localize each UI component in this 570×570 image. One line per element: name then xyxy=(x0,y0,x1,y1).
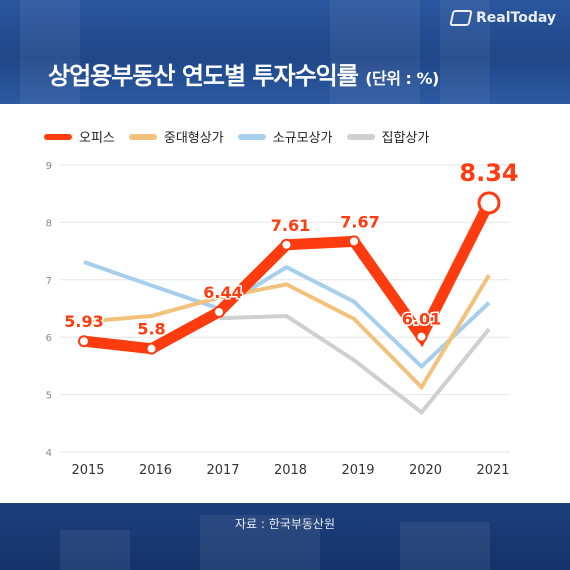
x-tick-label: 2020 xyxy=(409,463,442,478)
brand-mark-icon xyxy=(449,10,473,26)
x-tick-label: 2018 xyxy=(274,463,307,478)
series-line-small-store xyxy=(83,260,491,370)
data-point-office xyxy=(145,342,158,355)
footer-banner: 자료 : 한국부동산원 xyxy=(0,503,570,570)
legend-item-small-store: 소규모상가 xyxy=(237,127,333,146)
chart-title-text: 상업용부동산 연도별 투자수익률 xyxy=(48,62,359,90)
data-label-office: 7.67 xyxy=(340,212,379,231)
x-tick-label: 2021 xyxy=(476,463,509,478)
legend-label: 소규모상가 xyxy=(272,131,333,146)
data-label-office: 7.61 xyxy=(271,216,310,235)
data-label-office: 8.34 xyxy=(459,159,518,187)
data-point-office xyxy=(78,335,90,348)
legend-swatch xyxy=(346,133,375,140)
building-decoration xyxy=(20,0,80,104)
legend-item-collective-store: 집합상가 xyxy=(346,127,430,146)
data-label-office: 5.8 xyxy=(137,320,165,339)
legend-label: 오피스 xyxy=(79,131,115,146)
y-tick-label: 7 xyxy=(46,276,52,287)
legend-swatch xyxy=(237,133,266,140)
legend-label: 집합상가 xyxy=(381,131,430,146)
chart-title: 상업용부동산 연도별 투자수익률 (단위 : %) xyxy=(48,56,439,91)
legend-swatch xyxy=(44,133,72,140)
data-point-office xyxy=(348,235,360,248)
legend-label: 중대형상가 xyxy=(163,131,224,146)
building-decoration xyxy=(330,0,420,104)
line-chart: 4 5 6 7 8 9 2015 2016 2017 2018 2019 2020 2021 5.93 5.… xyxy=(46,157,520,478)
building-decoration xyxy=(60,530,130,570)
x-tick-label: 2015 xyxy=(71,463,104,478)
building-decoration xyxy=(400,522,490,570)
data-point-office xyxy=(477,191,501,215)
series-line-mid-large-store xyxy=(83,274,491,391)
header-banner: RealToday 상업용부동산 연도별 투자수익률 (단위 : %) xyxy=(0,0,570,104)
chart-unit: (단위 : %) xyxy=(365,69,439,88)
building-decoration xyxy=(440,0,490,104)
series-line-collective-store xyxy=(218,313,491,416)
legend-item-mid-large-store: 중대형상가 xyxy=(128,127,224,146)
data-point-office xyxy=(415,330,428,343)
data-point-office xyxy=(280,238,293,251)
legend-swatch xyxy=(128,133,157,140)
building-decoration xyxy=(200,515,320,570)
y-tick-label: 5 xyxy=(46,391,52,402)
x-tick-label: 2017 xyxy=(206,463,239,478)
data-label-office: 6.01 xyxy=(402,310,441,329)
y-tick-label: 4 xyxy=(46,448,52,459)
y-tick-label: 6 xyxy=(46,333,52,344)
data-point-office xyxy=(213,305,225,318)
x-tick-label: 2019 xyxy=(341,463,374,478)
y-tick-label: 8 xyxy=(46,218,52,229)
source-note: 자료 : 한국부동산원 xyxy=(235,517,335,531)
x-tick-label: 2016 xyxy=(139,463,172,478)
data-label-office: 5.93 xyxy=(64,312,103,331)
y-tick-label: 9 xyxy=(46,161,52,172)
legend-item-office: 오피스 xyxy=(44,127,115,146)
brand-name: RealToday xyxy=(476,10,556,26)
brand-logo: RealToday xyxy=(449,10,556,26)
legend: 오피스 중대형상가 소규모상가 집합상가 xyxy=(44,127,429,146)
data-label-office: 6.44 xyxy=(203,283,242,302)
